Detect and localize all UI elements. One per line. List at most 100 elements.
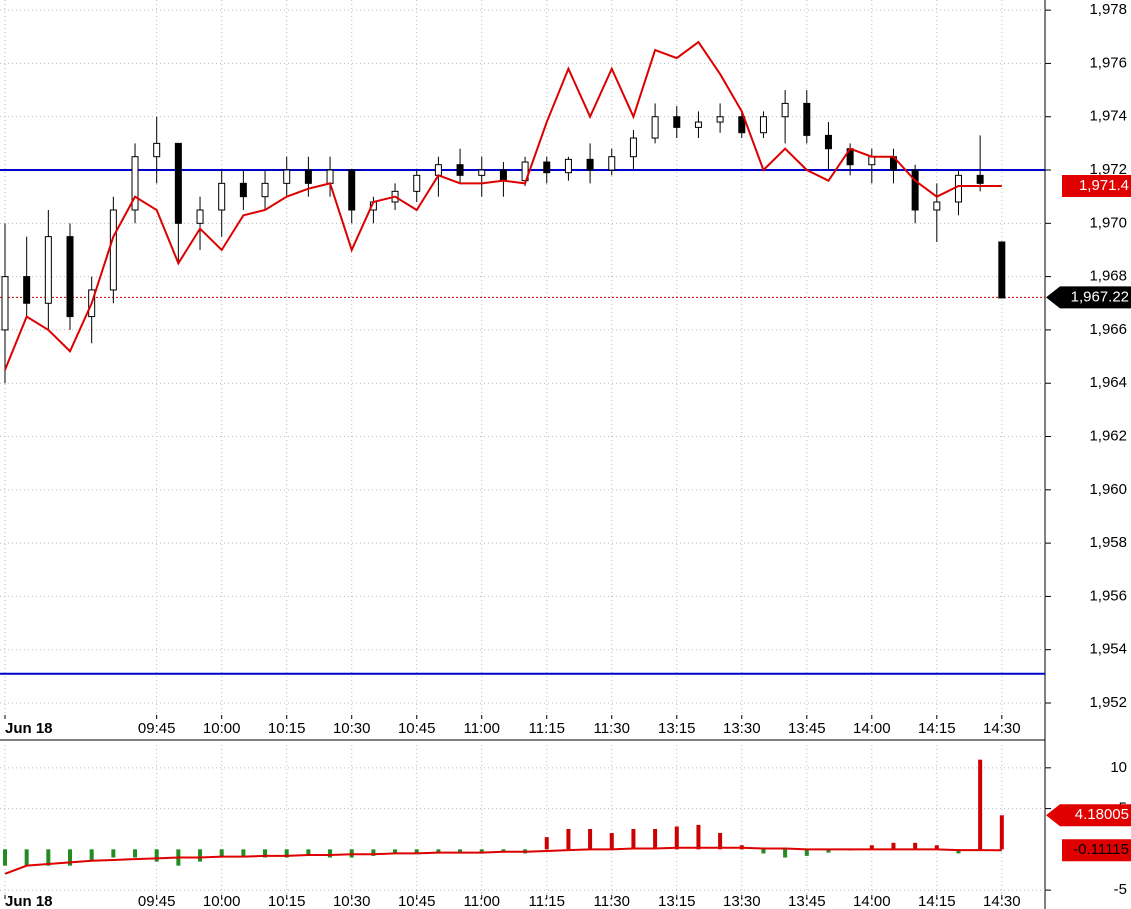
y-tick-label: 1,964 <box>1089 374 1127 391</box>
candle-body <box>976 174 984 184</box>
candle-body <box>413 174 421 192</box>
value-tag-label: 4.18005 <box>1075 806 1129 823</box>
x-tick-label: 13:15 <box>658 720 696 737</box>
candle-body <box>543 161 551 174</box>
candle-body <box>239 182 247 198</box>
candle-body <box>933 201 941 211</box>
histogram-bar <box>306 849 311 856</box>
candle-body <box>738 116 746 134</box>
x-tick-label: 14:15 <box>918 720 956 737</box>
histogram-bar <box>328 849 333 858</box>
histogram-bar <box>869 845 874 850</box>
value-tag-label: 1,971.4 <box>1079 177 1129 194</box>
candle-body <box>998 241 1006 299</box>
value-tag <box>1062 839 1131 862</box>
histogram-bar <box>111 849 116 858</box>
histogram-bar <box>696 824 701 850</box>
histogram-bar <box>913 842 918 850</box>
histogram-bar <box>934 845 939 850</box>
y-tick-label: 1,968 <box>1089 268 1127 285</box>
candle-body <box>673 116 681 128</box>
value-tag-label: 1,967.22 <box>1071 288 1129 305</box>
histogram-bar <box>393 849 398 854</box>
histogram-bar <box>761 849 766 854</box>
histogram-bar <box>284 849 289 858</box>
x-tick-label: 14:00 <box>853 893 891 909</box>
candle-body <box>803 102 811 136</box>
candle-body <box>174 142 182 224</box>
x-tick-label: 14:30 <box>983 893 1021 909</box>
candle-body <box>716 116 724 123</box>
y-tick-label: 10 <box>1110 759 1127 776</box>
candle-body <box>109 209 117 291</box>
histogram-bar <box>89 849 94 862</box>
histogram-bar <box>544 837 549 850</box>
histogram-bar <box>154 849 159 862</box>
candle-body <box>694 121 702 128</box>
y-tick-label: 1,954 <box>1089 641 1127 658</box>
x-tick-label: 10:30 <box>333 893 371 909</box>
x-tick-label: 11:00 <box>464 720 500 737</box>
candle-body <box>564 158 572 174</box>
y-tick-label: -5 <box>1114 881 1127 898</box>
y-tick-label: 1,974 <box>1089 108 1127 125</box>
x-tick-label: 11:15 <box>529 720 565 737</box>
x-tick-label: Jun 18 <box>5 893 53 909</box>
candle-body <box>326 169 334 184</box>
candle-body <box>196 209 204 224</box>
y-tick-label: 1,966 <box>1089 321 1127 338</box>
y-tick-label: 1,958 <box>1089 534 1127 551</box>
histogram-bar <box>479 849 484 853</box>
candle-body <box>434 164 442 176</box>
candle-body <box>868 156 876 166</box>
histogram-bar <box>241 849 246 858</box>
line <box>4 40 1002 371</box>
value-tag <box>1062 175 1131 198</box>
value-tag <box>1046 804 1131 827</box>
x-tick-label: 10:00 <box>203 893 241 909</box>
candle-body <box>304 169 312 184</box>
histogram-bar <box>3 849 7 866</box>
x-tick-label: 10:30 <box>333 720 371 737</box>
y-tick-label: 1,978 <box>1089 1 1127 18</box>
x-tick-label: 13:45 <box>788 893 826 909</box>
x-tick-label: 14:30 <box>983 720 1021 737</box>
candle-body <box>824 134 832 150</box>
x-tick-label: Jun 18 <box>5 720 53 737</box>
candle-body <box>66 236 74 318</box>
histogram-bar <box>891 842 896 850</box>
histogram-bar <box>978 759 983 850</box>
histogram-bar <box>219 849 224 858</box>
histogram-bar <box>198 849 203 862</box>
y-tick-label: 1,976 <box>1089 54 1127 71</box>
candle-body <box>44 236 52 304</box>
x-tick-label: 14:15 <box>918 893 956 909</box>
candle-body <box>348 169 356 211</box>
candle-body <box>261 182 269 198</box>
line <box>4 846 1002 875</box>
y-tick-label: 1,960 <box>1089 481 1127 498</box>
x-tick-label: 09:45 <box>138 720 176 737</box>
histogram-bar <box>674 826 679 850</box>
x-tick-label: 11:00 <box>464 893 500 909</box>
candle-body <box>651 116 659 139</box>
candle-body <box>131 156 139 211</box>
candle-body <box>499 169 507 182</box>
histogram-bar <box>414 849 419 854</box>
histogram-bar <box>436 849 441 854</box>
x-tick-label: 11:30 <box>594 893 630 909</box>
histogram-bar <box>588 828 593 850</box>
histogram-bar <box>24 849 29 866</box>
candle-body <box>911 169 919 211</box>
value-tag <box>1046 286 1131 309</box>
histogram-bar <box>956 849 961 854</box>
candle-body <box>218 182 226 211</box>
y-tick-label: 1,956 <box>1089 587 1127 604</box>
candle-body <box>478 169 486 176</box>
x-tick-label: 10:15 <box>268 893 306 909</box>
histogram-bar <box>609 833 614 850</box>
x-tick-label: 10:15 <box>268 720 306 737</box>
x-tick-label: 11:30 <box>594 720 630 737</box>
candle-body <box>153 142 161 158</box>
histogram-bar <box>783 849 788 858</box>
